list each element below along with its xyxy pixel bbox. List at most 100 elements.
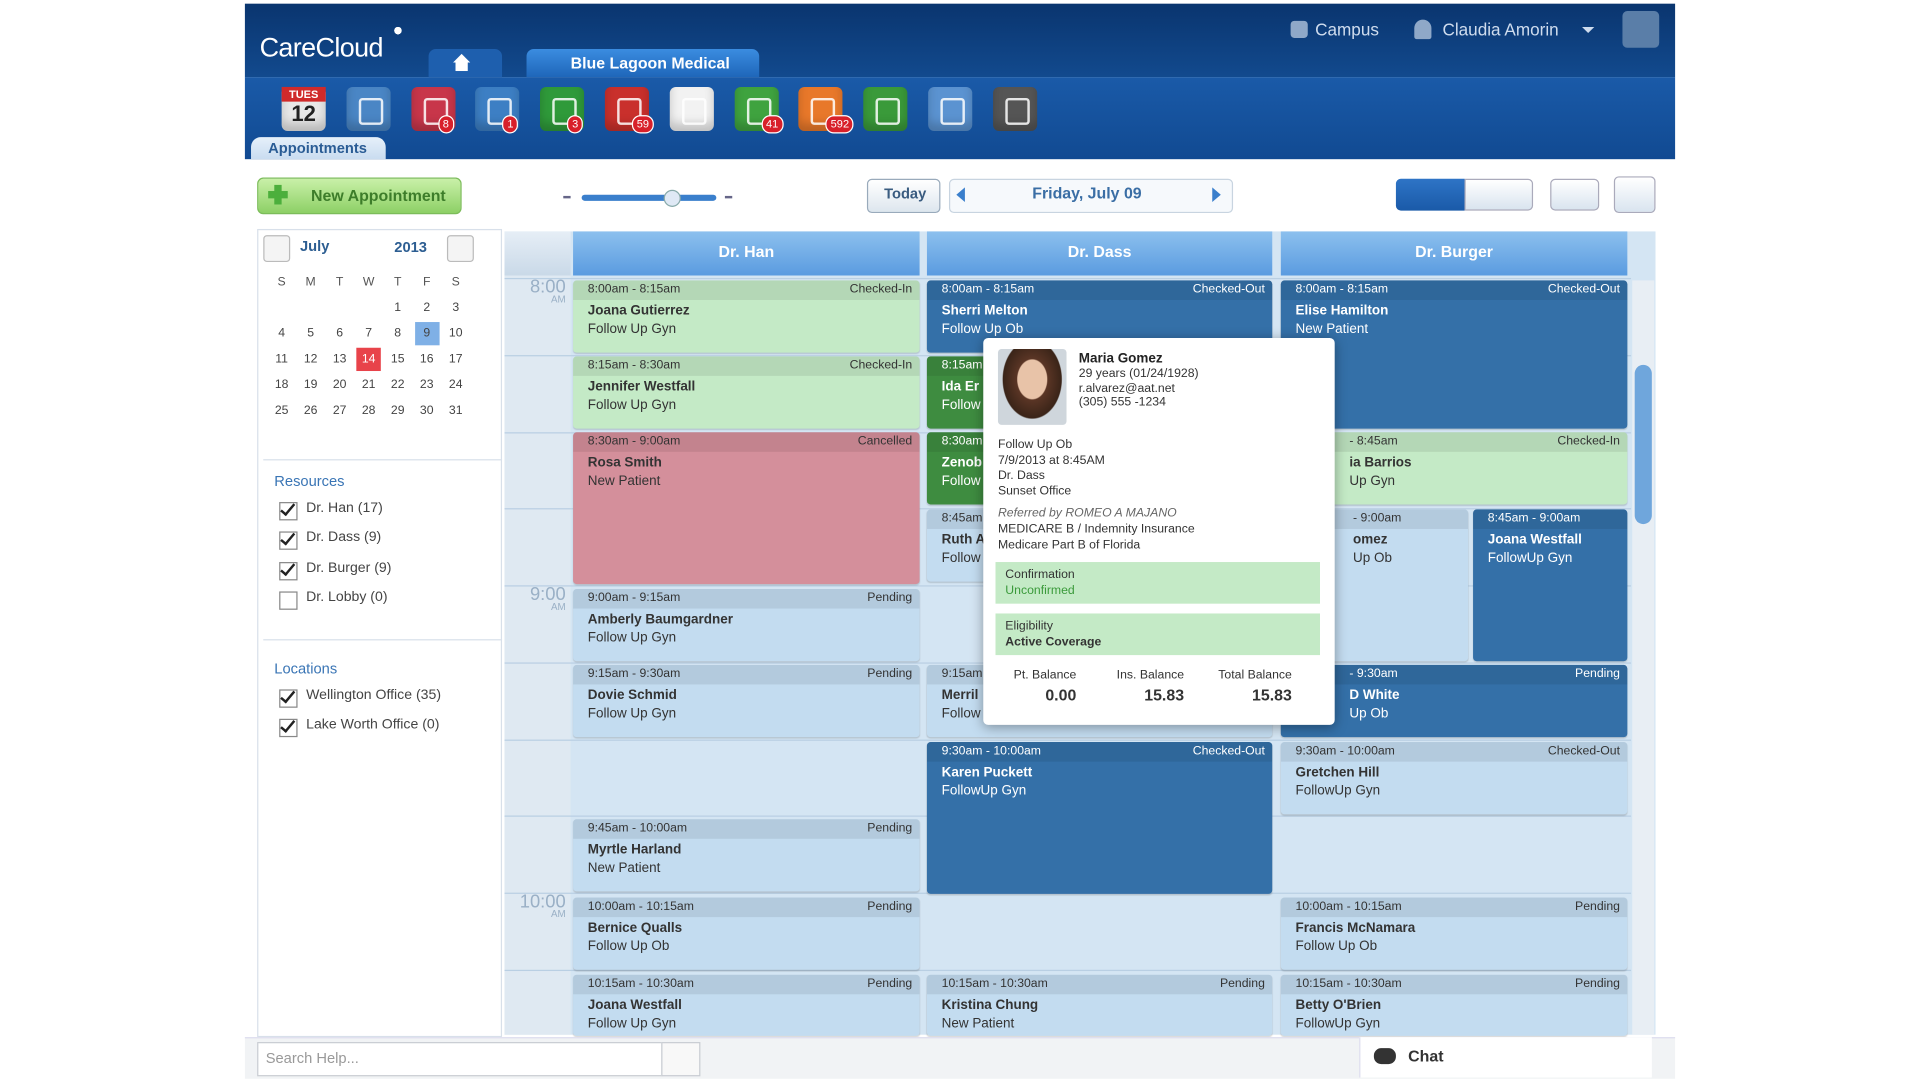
search-placeholder[interactable]: Search Help...: [265, 1049, 359, 1067]
day[interactable]: 1: [394, 301, 402, 315]
appointment[interactable]: 10:00am - 10:15am Pending Bernice Qualls Fo…: [573, 897, 920, 970]
day[interactable]: 24: [448, 378, 463, 392]
checkbox-label[interactable]: Dr. Dass (9): [306, 530, 382, 546]
day[interactable]: 12: [303, 352, 318, 367]
today[interactable]: Today: [884, 184, 927, 203]
checkbox[interactable]: [279, 687, 298, 708]
appointment[interactable]: - 8:45am Checked-In ia Barrios Up Gyn: [1280, 432, 1628, 505]
day[interactable]: 27: [332, 404, 347, 418]
appointment[interactable]: 9:30am - 10:00am Checked-Out Gretchen Hill…: [1280, 742, 1628, 815]
day[interactable]: 7: [365, 326, 373, 341]
checkbox[interactable]: [279, 559, 298, 580]
appointments-label[interactable]: Appointments: [268, 139, 367, 157]
search-box[interactable]: [257, 1042, 664, 1077]
day[interactable]: 14: [361, 352, 376, 367]
day[interactable]: 6: [336, 326, 344, 341]
new-appointment[interactable]: New Appointment: [311, 186, 446, 205]
appointment[interactable]: 8:00am - 8:15am Checked-Out Elise Hamilton…: [1280, 280, 1628, 429]
search-help-button[interactable]: [661, 1042, 701, 1077]
appointment[interactable]: 8:30am - 9:00am Cancelled Rosa Smith New Pa…: [573, 432, 920, 585]
user[interactable]: Claudia Amorin: [1442, 19, 1559, 40]
checkbox[interactable]: [279, 717, 298, 738]
toolbar-icon[interactable]: [346, 86, 391, 132]
chat[interactable]: Chat: [1408, 1046, 1444, 1066]
day[interactable]: 9: [423, 326, 431, 341]
toolbar-icon[interactable]: [863, 86, 908, 132]
appointment[interactable]: 9:30am - 10:00am Checked-Out Karen Puckett…: [926, 742, 1273, 894]
day[interactable]: 4: [278, 326, 286, 341]
prev-month[interactable]: [263, 235, 291, 263]
day[interactable]: 3: [452, 301, 460, 315]
print-button[interactable]: [1550, 178, 1600, 211]
campus[interactable]: Campus: [1315, 19, 1379, 40]
checkbox[interactable]: [279, 500, 298, 521]
checkbox[interactable]: [279, 529, 298, 551]
checkbox[interactable]: [279, 591, 298, 610]
day[interactable]: 22: [390, 378, 405, 392]
day[interactable]: 11: [275, 352, 288, 367]
appointment[interactable]: 8:45am - 9:00am Joana Westfall FollowUp Gy…: [1473, 509, 1628, 662]
toolbar-icon[interactable]: [669, 86, 714, 132]
toolbar-icon[interactable]: [992, 86, 1037, 132]
toolbar-icon[interactable]: TUES 12: [281, 86, 326, 132]
checkbox-label[interactable]: Dr. Han (17): [306, 500, 383, 516]
prev-day[interactable]: [956, 187, 965, 203]
day[interactable]: 23: [419, 378, 434, 392]
day[interactable]: 30: [419, 404, 434, 418]
lock-button[interactable]: [1622, 11, 1660, 48]
new-appointment-button[interactable]: New Appointment: [257, 177, 462, 215]
day[interactable]: 20: [332, 378, 347, 392]
day[interactable]: 15: [390, 352, 405, 367]
appointment[interactable]: 9:00am - 9:15am Pending Amberly Baumgardne…: [573, 588, 920, 662]
appointment[interactable]: 10:15am - 10:30am Pending Joana Westfall Fo…: [573, 974, 920, 1036]
appointment[interactable]: 9:45am - 10:00am Pending Myrtle Harland New…: [573, 819, 920, 892]
chat-panel[interactable]: [1359, 1037, 1652, 1078]
day[interactable]: 2: [423, 301, 431, 315]
appointment[interactable]: 8:15am - 8:30am Checked-In Jennifer Westfa…: [573, 356, 920, 429]
appointment[interactable]: 10:00am - 10:15am Pending Francis McNamara…: [1280, 897, 1628, 970]
practice-name[interactable]: Blue Lagoon Medical: [570, 53, 730, 73]
day[interactable]: 17: [448, 352, 463, 367]
day[interactable]: 18: [274, 378, 289, 392]
zoom-knob[interactable]: [663, 189, 681, 207]
day[interactable]: 28: [361, 404, 376, 418]
checkbox-label[interactable]: Dr. Burger (9): [306, 560, 392, 576]
day[interactable]: 19: [303, 378, 318, 392]
today-button[interactable]: [866, 178, 941, 214]
grid-view-button[interactable]: [1395, 178, 1465, 211]
day[interactable]: 13: [332, 352, 347, 367]
appointment[interactable]: 10:15am - 10:30am Pending Betty O'Brien Fol…: [1280, 974, 1628, 1036]
appointment[interactable]: 9:15am - 9:30am Pending Dovie Schmid Follow…: [573, 664, 920, 738]
day[interactable]: 10: [448, 326, 463, 341]
next-month[interactable]: [446, 235, 474, 263]
appointment-status: Cancelled: [857, 434, 913, 449]
toolbar-icon[interactable]: [928, 86, 973, 132]
day[interactable]: 25: [274, 404, 289, 418]
day[interactable]: 21: [361, 378, 376, 392]
column-header[interactable]: Dr. Han: [573, 231, 920, 276]
scroll-thumb[interactable]: [1634, 364, 1652, 525]
zoom-slider[interactable]: [581, 194, 717, 201]
appointment[interactable]: - 9:30am Pending D White Up Ob: [1280, 664, 1628, 738]
practice-tab[interactable]: [526, 48, 760, 78]
day[interactable]: 16: [419, 352, 434, 367]
checkbox-label[interactable]: Dr. Lobby (0): [306, 590, 388, 605]
list-view-button[interactable]: [1464, 178, 1534, 211]
column-header[interactable]: Dr. Dass: [926, 231, 1273, 276]
appointment[interactable]: 10:15am - 10:30am Pending Kristina Chung Ne…: [926, 974, 1273, 1036]
day[interactable]: 31: [448, 404, 463, 418]
toolbar-icon[interactable]: [798, 86, 843, 132]
day[interactable]: 29: [390, 404, 405, 418]
appointment-time: 9:30am - 10:00am: [1295, 744, 1395, 758]
checkbox-label[interactable]: Wellington Office (35): [306, 688, 442, 703]
column-header[interactable]: Dr. Burger: [1280, 231, 1628, 276]
appointment[interactable]: 8:00am - 8:15am Checked-In Joana Gutierrez…: [573, 280, 920, 353]
search-button[interactable]: [1613, 176, 1656, 214]
checkbox-label[interactable]: Lake Worth Office (0): [306, 717, 440, 733]
next-day[interactable]: [1212, 187, 1221, 203]
visit-type: Follow: [941, 551, 981, 566]
day[interactable]: 26: [303, 404, 318, 418]
day[interactable]: 8: [394, 326, 402, 341]
day[interactable]: 5: [307, 326, 315, 341]
appointments-tab[interactable]: [251, 137, 386, 160]
